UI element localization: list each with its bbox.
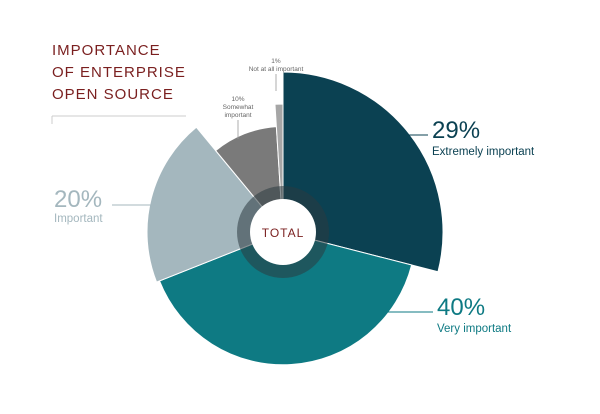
small-label-somewhat-line-1: 10% xyxy=(231,96,244,103)
value-label-extremely: 29% xyxy=(432,117,480,144)
label-extremely-important: 29% Extremely important xyxy=(395,117,535,158)
label-somewhat-important: 10% Somewhat important xyxy=(223,96,254,139)
small-label-somewhat-line-2: Somewhat xyxy=(223,104,254,111)
category-label-very: Very important xyxy=(437,323,512,335)
category-label-extremely: Extremely important xyxy=(432,146,535,158)
center-hole xyxy=(250,199,316,265)
small-label-somewhat-line-3: important xyxy=(224,112,251,119)
title-line-3: OPEN SOURCE xyxy=(52,86,174,103)
title-line-1: IMPORTANCE xyxy=(52,42,161,59)
value-label-important: 20% xyxy=(54,186,102,213)
slice-very-important xyxy=(158,231,413,366)
label-not-at-all-important: 1% Not at all important xyxy=(249,58,304,91)
title-line-2: OF ENTERPRISE xyxy=(52,64,186,81)
chart-title: IMPORTANCE OF ENTERPRISE OPEN SOURCE xyxy=(51,42,186,124)
small-label-not-at-all-line-2: Not at all important xyxy=(249,66,304,73)
label-very-important: 40% Very important xyxy=(385,294,512,335)
pie-slices xyxy=(146,71,444,366)
small-label-not-at-all-line-1: 1% xyxy=(271,58,281,65)
value-label-very: 40% xyxy=(437,294,485,321)
label-important: 20% Important xyxy=(54,186,160,225)
center-label: TOTAL xyxy=(262,226,305,240)
category-label-important: Important xyxy=(54,213,103,225)
